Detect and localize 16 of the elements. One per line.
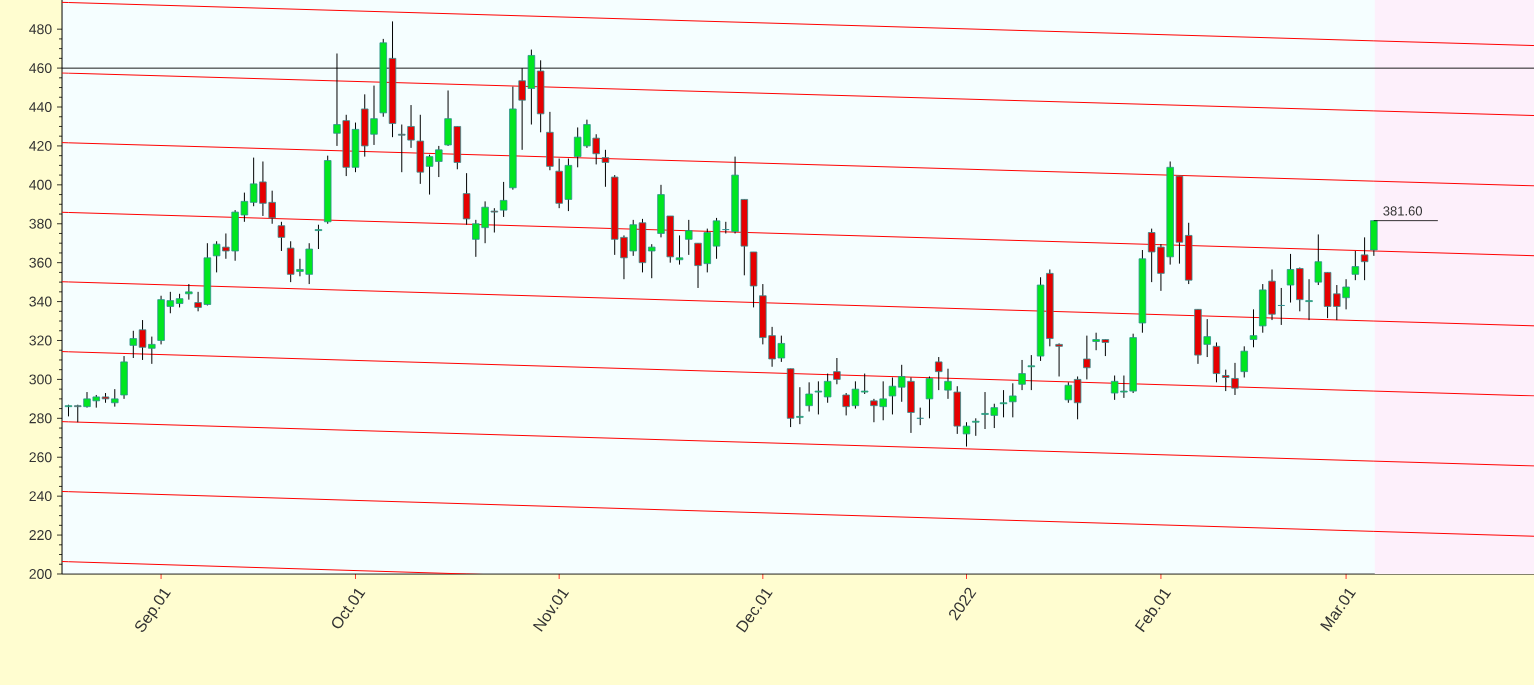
text: 381.60 <box>1383 206 1423 216</box>
y-tick-label: 340 <box>29 296 52 307</box>
y-tick-label: 480 <box>29 24 52 35</box>
y-tick-label: 440 <box>29 102 52 112</box>
y-tick-label: 360 <box>29 257 52 268</box>
y-tick-label: 280 <box>29 413 52 424</box>
y-tick-label: 220 <box>29 530 52 541</box>
y-tick-label: 420 <box>29 140 52 151</box>
y-tick-label: 400 <box>29 179 52 190</box>
y-tick-label: 380 <box>29 218 52 229</box>
y-tick-label: 300 <box>29 374 52 385</box>
y-tick-label: 240 <box>29 491 52 502</box>
y-tick-label: 320 <box>29 335 52 346</box>
y-tick-label: 260 <box>29 452 52 463</box>
y-tick-label: 460 <box>29 63 52 74</box>
y-tick-label: 200 <box>29 569 52 579</box>
